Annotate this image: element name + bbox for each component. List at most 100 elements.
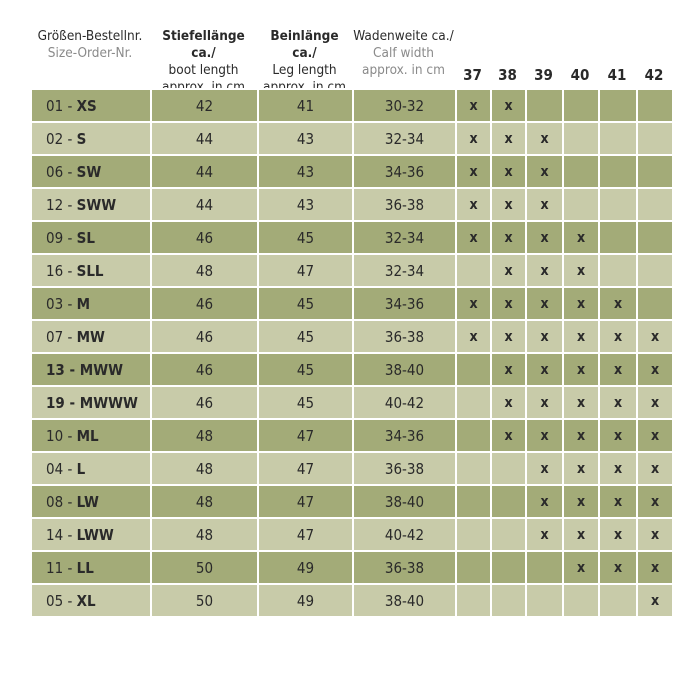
order-cell: 03 - M: [30, 286, 152, 321]
order-cell: 16 - SLL: [30, 253, 152, 288]
fit-cell: x: [562, 319, 600, 354]
fit-cell: [598, 121, 638, 156]
leg-cell: 45: [257, 385, 354, 420]
fit-cell: x: [525, 418, 564, 453]
fit-cell: [562, 187, 600, 222]
row: 19 - MWWW 46 45 40-42 x x x x x: [30, 385, 674, 420]
leg-cell: 43: [257, 154, 354, 189]
order-size: XL: [76, 591, 96, 610]
boot-cell: 46: [150, 385, 259, 420]
order-code: 13 -: [46, 360, 80, 379]
row: 08 - LW 48 47 38-40 x x x x: [30, 484, 674, 519]
row: 09 - SL 46 45 32-34 x x x x: [30, 220, 674, 255]
row: 16 - SLL 48 47 32-34 x x x: [30, 253, 674, 288]
fit-cell: [636, 187, 674, 222]
order-size: MW: [76, 327, 105, 346]
leg-cell: 43: [257, 121, 354, 156]
fit-cell: [455, 352, 492, 387]
order-cell: 09 - SL: [30, 220, 152, 255]
fit-cell: [636, 154, 674, 189]
order-size: L: [76, 459, 86, 478]
size-header: 42: [644, 66, 664, 84]
order-code: 02 -: [46, 129, 77, 148]
boot-cell: 48: [150, 253, 259, 288]
boot-cell: 50: [150, 583, 259, 618]
fit-cell: [455, 451, 492, 486]
fit-cell: x: [525, 451, 564, 486]
fit-cell: x: [490, 286, 527, 321]
boot-cell: 46: [150, 319, 259, 354]
fit-cell: [636, 253, 674, 288]
order-size: SW: [76, 162, 102, 181]
order-size: SLL: [76, 261, 104, 280]
fit-cell: x: [490, 154, 527, 189]
column-header: Größen-Bestellnr. Size-Order-Nr.: [30, 28, 150, 62]
order-cell: 13 - MWW: [30, 352, 152, 387]
column-header: Beinlänge ca./Leg length approx. in cm: [257, 28, 352, 96]
fit-cell: [598, 583, 638, 618]
order-code: 07 -: [46, 327, 77, 346]
leg-cell: 45: [257, 220, 354, 255]
calf-cell: 34-36: [352, 154, 457, 189]
fit-cell: x: [562, 418, 600, 453]
order-size: ML: [76, 426, 99, 445]
order-code: 01 -: [46, 96, 77, 115]
fit-cell: x: [490, 187, 527, 222]
calf-cell: 36-38: [352, 550, 457, 585]
header-line: boot length: [168, 62, 239, 78]
fit-cell: [455, 517, 492, 552]
fit-cell: x: [455, 187, 492, 222]
order-size: LW: [76, 492, 99, 511]
fit-cell: [598, 154, 638, 189]
fit-cell: [598, 187, 638, 222]
order-size: S: [76, 129, 87, 148]
fit-cell: x: [636, 451, 674, 486]
row: 01 - XS 42 41 30-32 x x: [30, 88, 674, 123]
order-size: SL: [76, 228, 95, 247]
fit-cell: [598, 253, 638, 288]
row: 12 - SWW 44 43 36-38 x x x: [30, 187, 674, 222]
fit-cell: x: [525, 319, 564, 354]
fit-cell: x: [562, 451, 600, 486]
fit-cell: x: [598, 286, 638, 321]
order-size: SWW: [76, 195, 117, 214]
fit-cell: x: [490, 121, 527, 156]
leg-cell: 45: [257, 286, 354, 321]
row: 02 - S 44 43 32-34 x x x: [30, 121, 674, 156]
order-code: 10 -: [46, 426, 77, 445]
fit-cell: x: [636, 550, 674, 585]
fit-cell: [636, 121, 674, 156]
fit-cell: [455, 253, 492, 288]
header-line: Leg length: [272, 62, 337, 78]
calf-cell: 30-32: [352, 88, 457, 123]
order-code: 11 -: [46, 558, 77, 577]
fit-cell: x: [598, 451, 638, 486]
fit-cell: [490, 517, 527, 552]
fit-cell: x: [562, 253, 600, 288]
calf-cell: 40-42: [352, 517, 457, 552]
header-line: Stiefellänge ca./: [162, 28, 245, 61]
row: 10 - ML 48 47 34-36 x x x x x: [30, 418, 674, 453]
order-cell: 14 - LWW: [30, 517, 152, 552]
fit-cell: x: [598, 319, 638, 354]
fit-cell: x: [562, 385, 600, 420]
fit-cell: x: [455, 286, 492, 321]
fit-cell: x: [525, 220, 564, 255]
header-line: approx. in cm: [362, 62, 445, 78]
fit-cell: [598, 88, 638, 123]
fit-cell: x: [525, 253, 564, 288]
row: 06 - SW 44 43 34-36 x x x: [30, 154, 674, 189]
fit-cell: x: [562, 220, 600, 255]
fit-cell: [525, 550, 564, 585]
fit-cell: x: [490, 352, 527, 387]
fit-cell: x: [562, 484, 600, 519]
row: 14 - LWW 48 47 40-42 x x x x: [30, 517, 674, 552]
order-size: MWW: [79, 360, 123, 379]
leg-cell: 49: [257, 583, 354, 618]
fit-cell: x: [598, 517, 638, 552]
order-size: LL: [76, 558, 94, 577]
header-line: Größen-Bestellnr.: [37, 28, 143, 44]
leg-cell: 47: [257, 418, 354, 453]
order-code: 12 -: [46, 195, 77, 214]
fit-cell: [455, 583, 492, 618]
